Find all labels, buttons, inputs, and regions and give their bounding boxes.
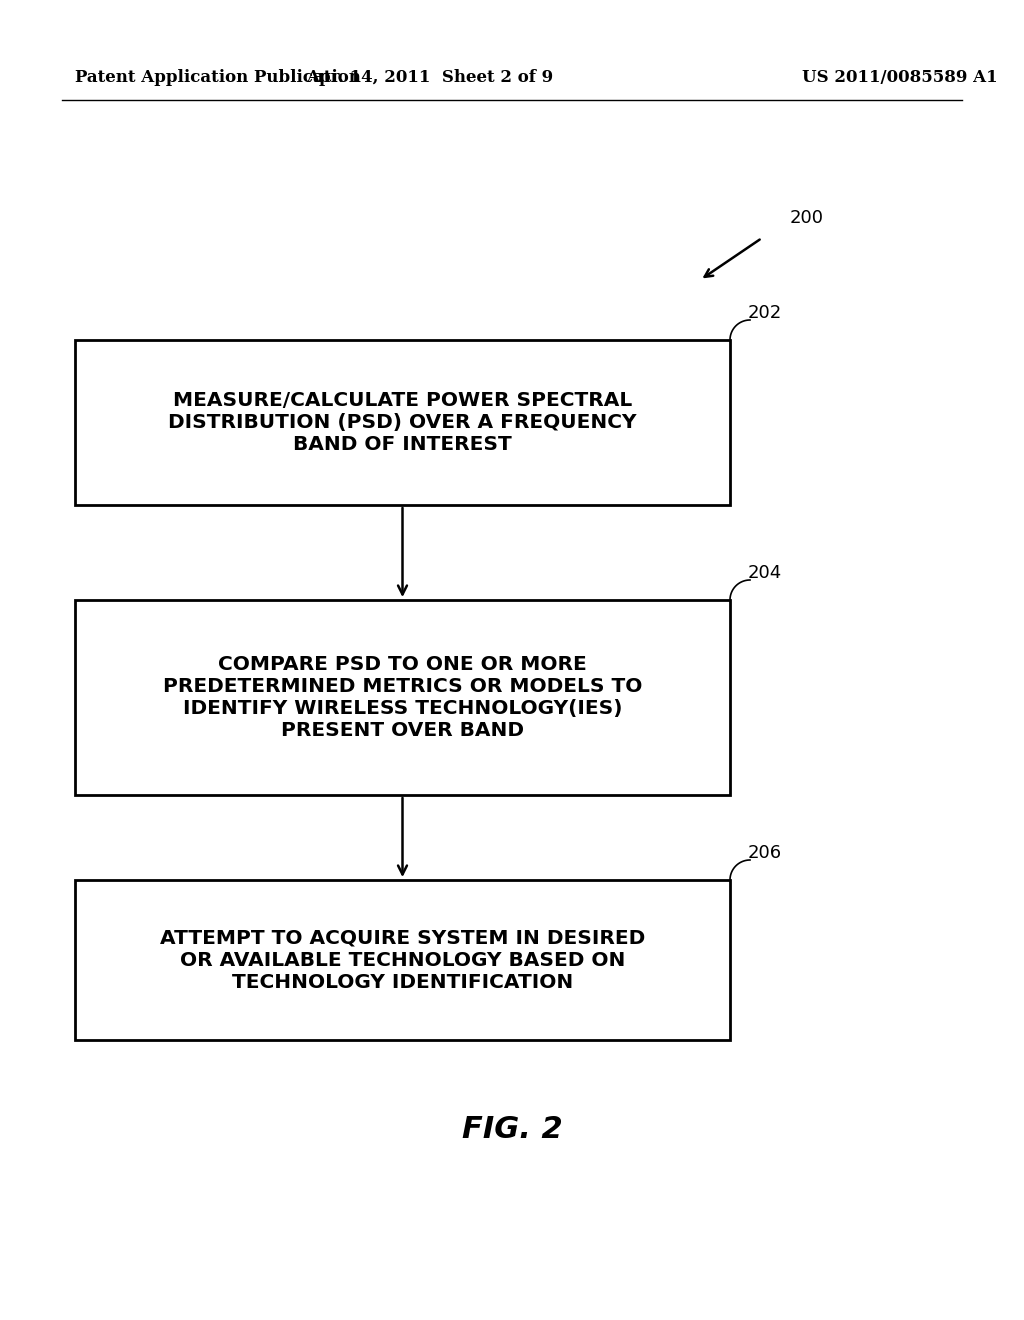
Text: 202: 202 <box>748 304 782 322</box>
Bar <box>75 880 730 1040</box>
Bar <box>75 341 730 506</box>
Bar <box>75 601 730 795</box>
Text: US 2011/0085589 A1: US 2011/0085589 A1 <box>802 70 997 87</box>
Text: Apr. 14, 2011  Sheet 2 of 9: Apr. 14, 2011 Sheet 2 of 9 <box>306 70 554 87</box>
Text: ATTEMPT TO ACQUIRE SYSTEM IN DESIRED
OR AVAILABLE TECHNOLOGY BASED ON
TECHNOLOGY: ATTEMPT TO ACQUIRE SYSTEM IN DESIRED OR … <box>160 928 645 991</box>
Text: MEASURE/CALCULATE POWER SPECTRAL
DISTRIBUTION (PSD) OVER A FREQUENCY
BAND OF INT: MEASURE/CALCULATE POWER SPECTRAL DISTRIB… <box>168 391 637 454</box>
Text: COMPARE PSD TO ONE OR MORE
PREDETERMINED METRICS OR MODELS TO
IDENTIFY WIRELESS : COMPARE PSD TO ONE OR MORE PREDETERMINED… <box>163 655 642 741</box>
Text: 200: 200 <box>790 209 824 227</box>
Text: 206: 206 <box>748 843 782 862</box>
Text: 204: 204 <box>748 564 782 582</box>
Text: Patent Application Publication: Patent Application Publication <box>75 70 360 87</box>
Text: FIG. 2: FIG. 2 <box>462 1115 562 1144</box>
